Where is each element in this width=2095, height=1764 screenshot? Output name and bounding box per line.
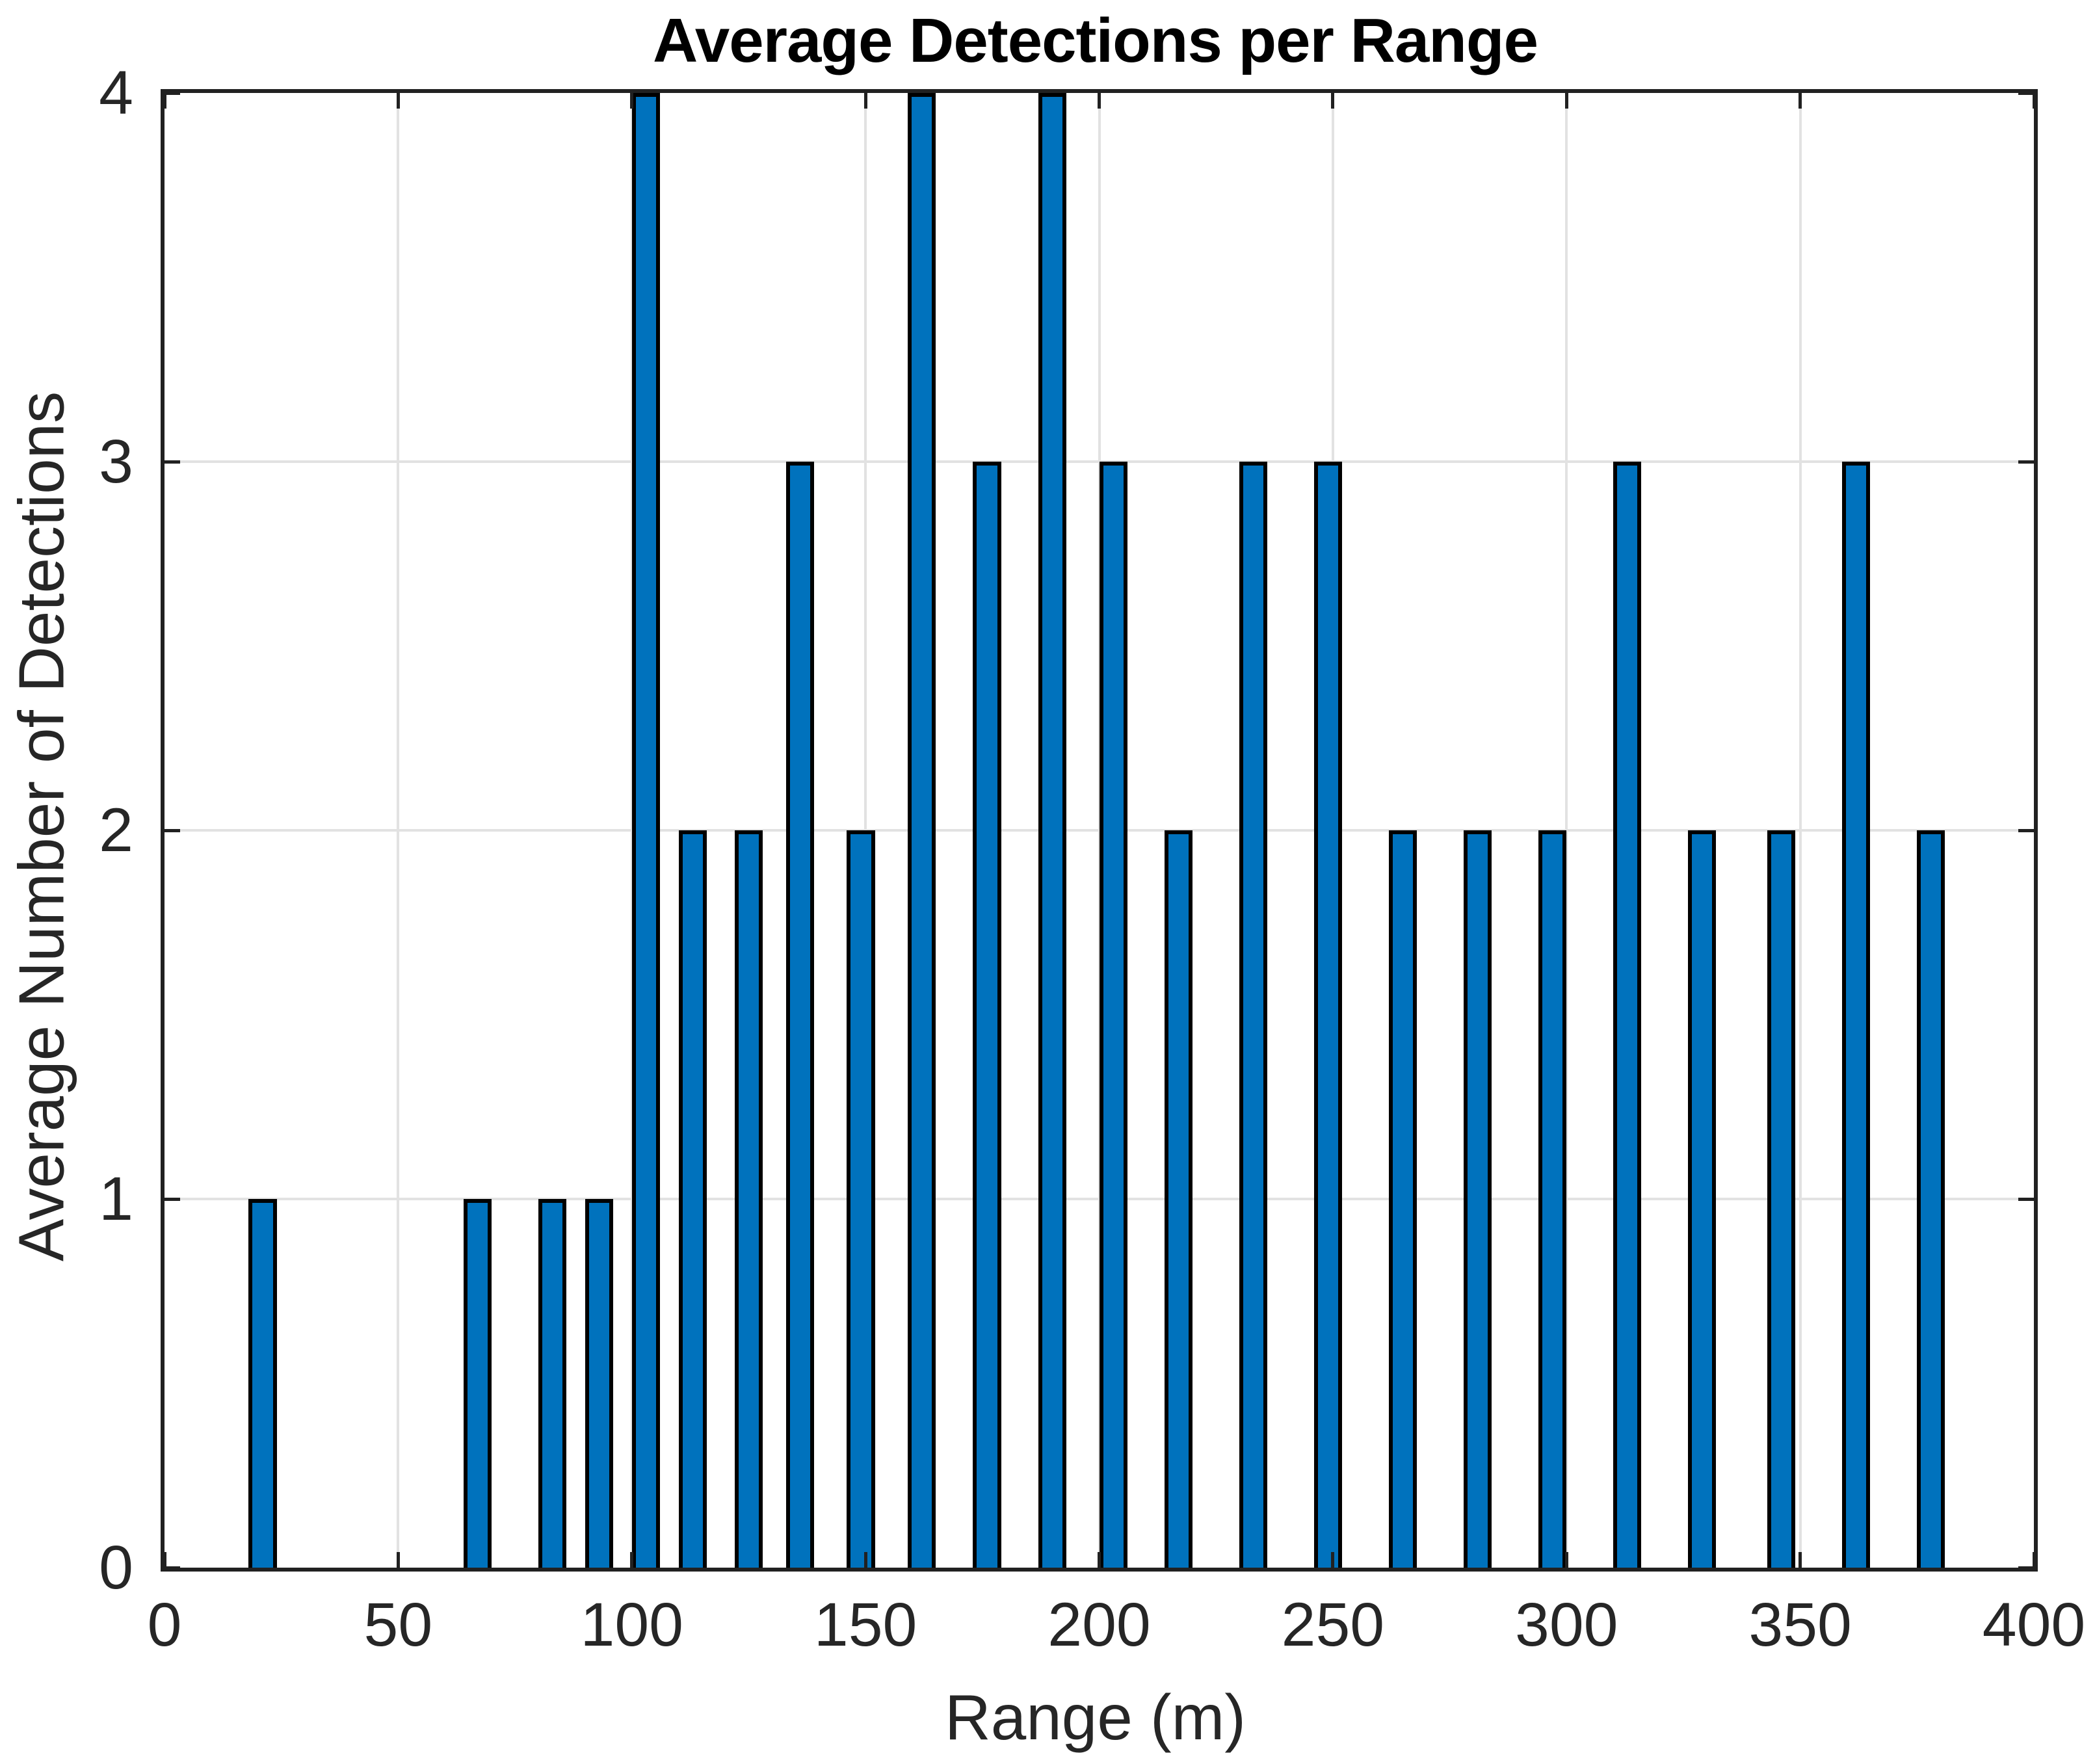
bar <box>785 462 815 1568</box>
x-tick-mark <box>163 1552 166 1568</box>
bar <box>1917 830 1945 1568</box>
bar <box>631 93 660 1568</box>
x-tick-mark <box>396 1552 400 1568</box>
x-tick-mark <box>2032 93 2036 109</box>
bar <box>1538 830 1567 1568</box>
x-tick-mark <box>163 93 166 109</box>
x-tick-mark <box>863 1552 867 1568</box>
bar <box>1842 462 1871 1568</box>
bar <box>248 1199 277 1568</box>
x-tick-mark <box>1564 93 1568 109</box>
x-tick-label: 250 <box>1281 1590 1385 1659</box>
y-tick-label: 4 <box>99 59 133 127</box>
bar <box>585 1199 613 1568</box>
x-tick-label: 300 <box>1514 1590 1618 1659</box>
bar <box>1165 830 1193 1568</box>
bar <box>1464 830 1492 1568</box>
bar <box>1767 830 1796 1568</box>
x-tick-mark <box>1331 93 1335 109</box>
bar <box>464 1199 492 1568</box>
x-tick-label: 100 <box>580 1590 684 1659</box>
y-axis-label: Average Number of Detections <box>5 391 77 1262</box>
y-tick-label: 3 <box>99 427 133 496</box>
x-tick-mark <box>1098 93 1101 109</box>
bar <box>678 830 707 1568</box>
x-tick-label: 150 <box>813 1590 917 1659</box>
y-tick-mark <box>2018 1197 2034 1201</box>
bar <box>1038 93 1067 1568</box>
y-tick-mark <box>165 460 180 464</box>
x-tick-label: 350 <box>1748 1590 1852 1659</box>
bar <box>847 830 875 1568</box>
bar <box>1389 830 1417 1568</box>
y-tick-label: 2 <box>99 796 133 865</box>
bar <box>1099 462 1127 1568</box>
bar <box>973 462 1001 1568</box>
x-tick-mark <box>396 93 400 109</box>
y-tick-mark <box>2018 91 2034 95</box>
y-tick-label: 1 <box>99 1165 133 1233</box>
y-tick-mark <box>2018 828 2034 832</box>
y-tick-mark <box>165 828 180 832</box>
x-tick-mark <box>1098 1552 1101 1568</box>
y-tick-label: 0 <box>99 1533 133 1602</box>
x-tick-mark <box>1799 1552 1802 1568</box>
bar <box>734 830 763 1568</box>
x-tick-mark <box>630 93 634 109</box>
x-tick-mark <box>863 93 867 109</box>
y-tick-mark <box>2018 460 2034 464</box>
bar <box>538 1199 567 1568</box>
y-tick-mark <box>165 91 180 95</box>
x-tick-label: 50 <box>363 1590 433 1659</box>
x-tick-mark <box>1564 1552 1568 1568</box>
y-tick-mark <box>165 1197 180 1201</box>
bar <box>1239 462 1268 1568</box>
bar <box>1613 462 1642 1568</box>
y-tick-mark <box>2018 1566 2034 1570</box>
plot-area <box>161 89 2038 1572</box>
x-tick-mark <box>1331 1552 1335 1568</box>
bar <box>907 93 936 1568</box>
x-tick-mark <box>1799 93 1802 109</box>
bar <box>1688 830 1717 1568</box>
x-tick-label: 200 <box>1048 1590 1151 1659</box>
x-tick-mark <box>2032 1552 2036 1568</box>
y-tick-mark <box>165 1566 180 1570</box>
bar <box>1314 462 1343 1568</box>
chart-title: Average Detections per Range <box>653 6 1538 75</box>
x-tick-label: 400 <box>1982 1590 2086 1659</box>
x-axis-label: Range (m) <box>945 1681 1246 1753</box>
x-tick-mark <box>630 1552 634 1568</box>
x-tick-label: 0 <box>147 1590 182 1659</box>
